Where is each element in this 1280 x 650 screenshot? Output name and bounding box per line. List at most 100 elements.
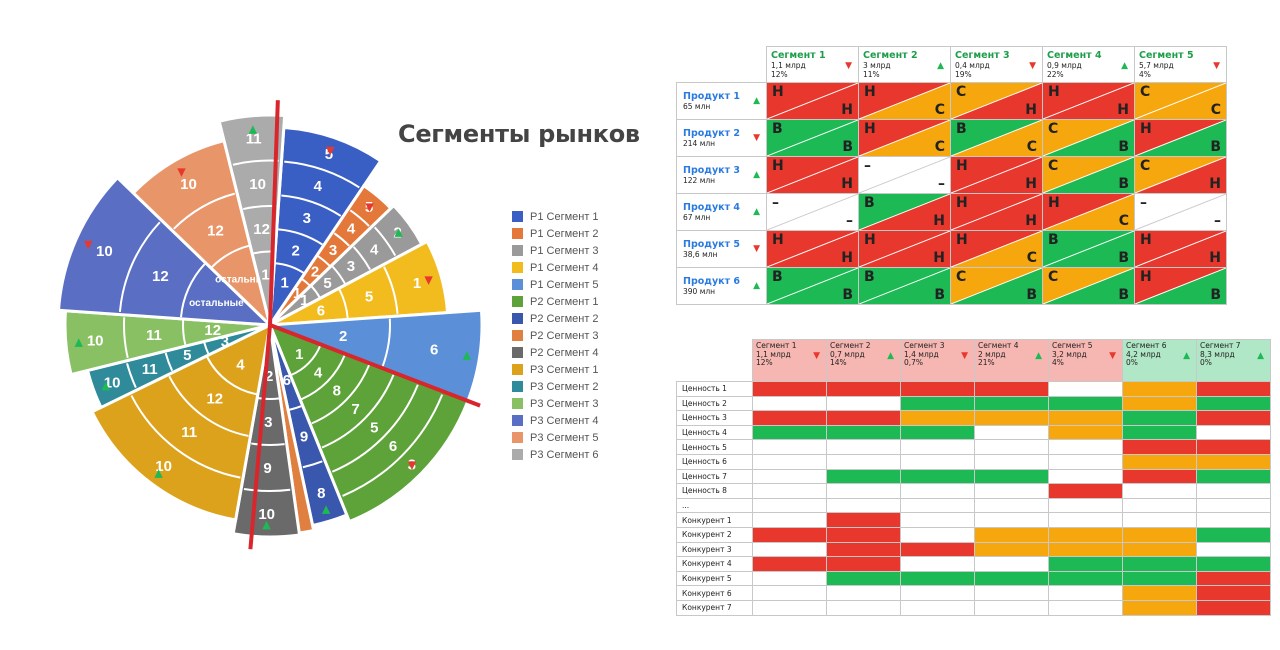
matrix-segment-header: Сегмент 3 0,4 млрд 19% ▼ (950, 46, 1043, 83)
legend-label: P2 Сегмент 3 (530, 329, 599, 342)
table-row: Конкурент 2 (676, 526, 1271, 543)
matrix-cell-current: С (1140, 84, 1151, 100)
value-cell (900, 526, 975, 543)
legend-item: P1 Сегмент 2 (512, 225, 599, 242)
value-segment-header: Сегмент 7 8,3 млрд 0% ▲ (1196, 339, 1271, 382)
matrix-cell-current: В (864, 269, 875, 285)
segment-share: 21% (978, 358, 995, 367)
trend-up-icon: ▲ (753, 96, 760, 106)
value-competitor-table: Сегмент 1 1,1 млрд 12% ▼ Сегмент 2 0,7 млрд 14… (676, 339, 1271, 616)
wheel-divider-line (269, 323, 481, 408)
value-cell (900, 439, 975, 455)
value-cell (1196, 468, 1271, 485)
legend-swatch (512, 347, 523, 358)
value-cell (1048, 468, 1123, 485)
segment-share: 0% (1126, 358, 1138, 367)
matrix-cell-current: – (864, 158, 871, 174)
segment-name: Сегмент 2 (830, 341, 871, 350)
matrix-cell-current: Н (956, 158, 968, 174)
legend-label: P3 Сегмент 5 (530, 431, 599, 444)
product-name-link[interactable]: Продукт 6 (683, 276, 741, 287)
value-cell (974, 439, 1049, 455)
table-row: Ценность 6 (676, 453, 1271, 470)
value-table-corner (677, 340, 753, 382)
legend-swatch (512, 449, 523, 460)
matrix-product-header[interactable]: Продукт 1 65 млн ▲ (676, 82, 767, 120)
product-name-link[interactable]: Продукт 5 (683, 239, 741, 250)
value-cell (900, 453, 975, 470)
trend-down-icon: ▼ (845, 61, 852, 71)
legend-label: P2 Сегмент 4 (530, 346, 599, 359)
row-label: Ценность 7 (676, 468, 753, 485)
value-cell (1048, 585, 1123, 601)
matrix-product-header[interactable]: Продукт 5 38,6 млн ▼ (676, 230, 767, 268)
value-cell (826, 497, 901, 514)
matrix-product-header[interactable]: Продукт 4 67 млн ▲ (676, 193, 767, 231)
segment-share: 12% (771, 70, 788, 79)
value-cell (900, 570, 975, 587)
segment-share: 0,7% (904, 358, 924, 367)
value-cell (1196, 599, 1271, 616)
matrix-cell-current: Н (1140, 121, 1152, 137)
matrix-cell-current: Н (772, 158, 784, 174)
value-cell (1122, 424, 1197, 441)
product-size: 214 млн (683, 139, 716, 148)
matrix-product-header[interactable]: Продукт 3 122 млн ▲ (676, 156, 767, 194)
value-cell (974, 512, 1049, 528)
matrix-cell-target: В (1118, 176, 1129, 192)
segment-share: 12% (756, 358, 773, 367)
value-cell (1048, 512, 1123, 528)
matrix-cell-target: Н (841, 250, 853, 266)
matrix-product-header[interactable]: Продукт 6 390 млн ▲ (676, 267, 767, 305)
value-cell (900, 483, 975, 499)
value-cell (1196, 585, 1271, 601)
value-cell (1122, 497, 1197, 514)
segment-name: Сегмент 7 (1200, 341, 1241, 350)
value-cell (974, 556, 1049, 572)
value-cell (974, 526, 1049, 543)
legend-swatch (512, 279, 523, 290)
matrix-segment-header: Сегмент 4 0,9 млрд 22% ▲ (1042, 46, 1135, 83)
matrix-product-header[interactable]: Продукт 2 214 млн ▼ (676, 119, 767, 157)
value-cell (1122, 541, 1197, 558)
value-cell (1196, 453, 1271, 470)
value-cell (974, 410, 1049, 426)
row-label: Ценность 3 (676, 410, 753, 426)
wheel-arrow-down-icon: ▼ (84, 238, 93, 251)
wheel-ring-label: 2 (339, 328, 347, 345)
value-cell (1122, 570, 1197, 587)
matrix-cell-target: В (1118, 250, 1129, 266)
legend-swatch (512, 364, 523, 375)
legend-swatch (512, 415, 523, 426)
matrix-cell-target: В (842, 287, 853, 303)
product-name-link[interactable]: Продукт 1 (683, 91, 741, 102)
table-row: Ценность 7 (676, 468, 1271, 485)
wheel-ring-label: 4 (236, 356, 245, 373)
value-cell (752, 497, 827, 514)
wheel-arrow-down-icon: ▼ (326, 144, 335, 157)
wheel-ring-label: 10 (258, 506, 275, 523)
value-cell (752, 599, 827, 616)
legend-label: P3 Сегмент 1 (530, 363, 599, 376)
matrix-cell-current: С (1048, 121, 1059, 137)
product-name-link[interactable]: Продукт 3 (683, 165, 741, 176)
wheel-ring-label: 4 (314, 178, 323, 195)
value-cell (1048, 395, 1123, 412)
product-name-link[interactable]: Продукт 4 (683, 202, 741, 213)
value-cell (1048, 483, 1123, 499)
value-cell (974, 497, 1049, 514)
legend-swatch (512, 398, 523, 409)
table-row: Конкурент 7 (676, 599, 1271, 616)
row-label: Конкурент 5 (676, 570, 753, 587)
matrix-cell-target: Н (841, 176, 853, 192)
product-name-link[interactable]: Продукт 2 (683, 128, 741, 139)
matrix-cell-target: С (1210, 102, 1221, 118)
wheel-arrow-up-icon: ▲ (249, 123, 258, 136)
